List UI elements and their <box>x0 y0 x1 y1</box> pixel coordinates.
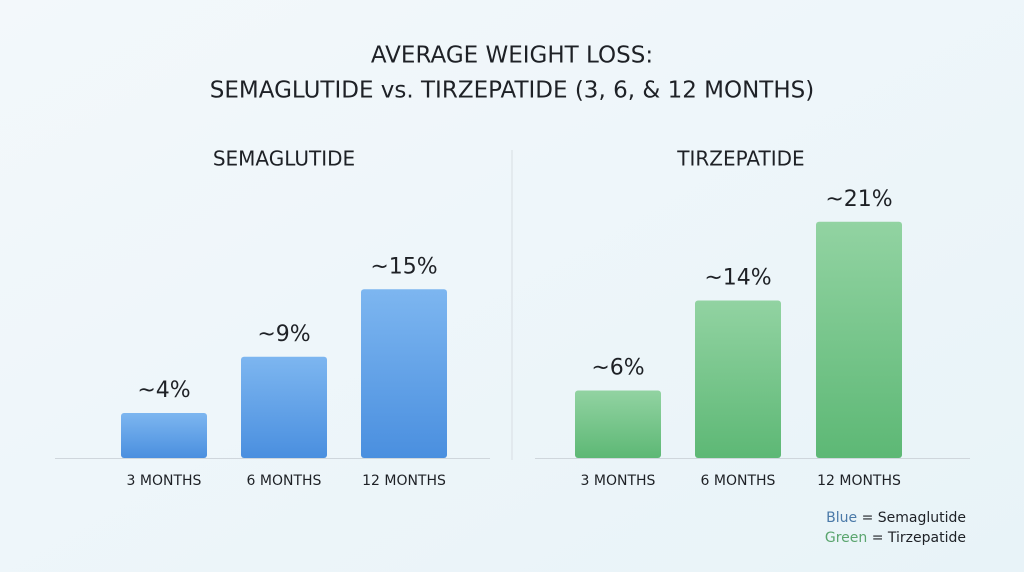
panel-title: SEMAGLUTIDE <box>213 147 355 171</box>
value-label: ~6% <box>591 356 644 381</box>
value-label: ~14% <box>704 266 771 291</box>
chart-title: AVERAGE WEIGHT LOSS: <box>371 43 653 69</box>
legend-entry: Green = Tirzepatide <box>825 530 966 546</box>
x-tick-label: 6 MONTHS <box>247 473 322 489</box>
value-label: ~15% <box>370 254 437 279</box>
value-label: ~9% <box>257 322 310 347</box>
legend-text: = Semaglutide <box>862 510 966 526</box>
panel-title: TIRZEPATIDE <box>676 147 804 171</box>
value-label: ~4% <box>137 378 190 403</box>
bar <box>361 289 447 458</box>
bar <box>575 390 661 458</box>
legend-text: = Tirzepatide <box>872 530 966 546</box>
legend-color: Blue <box>826 510 857 526</box>
bar <box>121 413 207 458</box>
bar <box>241 356 327 458</box>
bar <box>816 221 902 458</box>
x-tick-label: 3 MONTHS <box>127 473 202 489</box>
x-tick-label: 12 MONTHS <box>362 473 446 489</box>
legend-entry: Blue = Semaglutide <box>826 510 966 526</box>
value-label: ~21% <box>825 187 892 212</box>
legend-color: Green <box>825 530 867 546</box>
x-tick-label: 3 MONTHS <box>581 473 656 489</box>
bar <box>695 300 781 458</box>
x-tick-label: 12 MONTHS <box>817 473 901 489</box>
chart-title: SEMAGLUTIDE vs. TIRZEPATIDE (3, 6, & 12 … <box>210 78 814 104</box>
x-tick-label: 6 MONTHS <box>701 473 776 489</box>
